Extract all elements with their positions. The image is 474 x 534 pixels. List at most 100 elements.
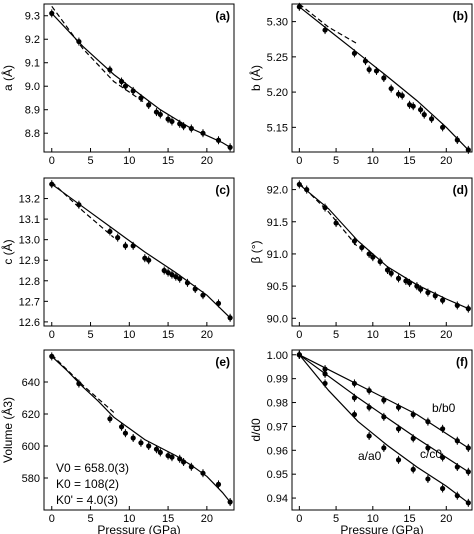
x-tick-label: 5	[87, 329, 93, 341]
plot-frame	[43, 349, 235, 511]
data-point	[76, 38, 82, 45]
data-point	[49, 181, 55, 187]
data-point	[465, 147, 471, 153]
data-point	[351, 380, 358, 387]
panel-1: 0 5 10 15 20 5.15 5.20 5.25 5.30 (b) b (Å)	[248, 2, 473, 167]
y-tick-label: 13.0	[19, 235, 40, 247]
y-tick-label: 0.95	[267, 469, 288, 481]
data-point	[440, 297, 446, 303]
data-point	[351, 395, 358, 401]
data-point	[138, 440, 144, 446]
y-tick-label: 0.99	[267, 374, 288, 386]
data-point	[454, 302, 460, 309]
y-tick-label: 92.0	[267, 185, 288, 197]
data-point	[173, 274, 179, 280]
y-tick-label: 1.00	[267, 350, 288, 362]
fit-line	[51, 12, 231, 148]
data-point	[118, 78, 125, 85]
data-point	[370, 254, 376, 260]
y-tick-label: 91.5	[267, 217, 288, 229]
data-point	[122, 430, 129, 436]
series-label: a/a0	[358, 449, 382, 463]
y-axis-label: a (Å)	[0, 65, 15, 91]
fit-line	[298, 6, 469, 151]
data-point	[395, 275, 402, 281]
data-point	[395, 404, 402, 410]
data-point	[227, 499, 233, 505]
data-point	[165, 269, 171, 276]
y-tick-label: 9.2	[25, 34, 40, 46]
data-point	[454, 438, 460, 444]
x-tick-label: 0	[49, 329, 55, 341]
data-point	[440, 454, 446, 461]
panel-5: 0 5 10 15 20 0.94 0.95 0.96 0.97 0.98 0.99 1.00 (f) d…	[249, 349, 473, 534]
data-point	[410, 435, 416, 441]
data-point	[395, 457, 402, 463]
data-point	[169, 118, 175, 125]
data-point	[322, 371, 328, 377]
data-point	[410, 103, 416, 109]
annotation-v0: V0 = 658.0(3)	[56, 461, 129, 475]
y-tick-label: 8.9	[25, 105, 40, 117]
panel-label: (c)	[215, 183, 230, 197]
data-point	[122, 83, 129, 89]
y-tick-label: 12.9	[19, 255, 40, 267]
data-point	[169, 272, 175, 278]
data-point	[76, 202, 82, 208]
annotation-labels: V0 = 658.0(3) K0 = 108(2) K0' = 4.0(3)	[56, 461, 129, 507]
y-tick-label: 9.3	[25, 11, 40, 23]
x-tick-label: 10	[123, 155, 135, 167]
x-axis-label: Pressure (GPa)	[340, 523, 423, 534]
data-point	[351, 238, 358, 244]
y-tick-label: 91.0	[267, 249, 288, 261]
data-point	[146, 102, 152, 108]
data-point	[215, 481, 222, 487]
x-tick-label: 5	[333, 155, 339, 167]
data-point	[425, 445, 431, 451]
data-point	[333, 220, 339, 226]
x-tick-label: 0	[49, 155, 55, 167]
data-point	[322, 380, 328, 387]
data-point	[440, 124, 446, 130]
data-point	[425, 289, 431, 296]
data-point	[115, 235, 121, 241]
x-tick-label: 10	[367, 329, 379, 341]
x-tick-label: 0	[296, 513, 302, 525]
fit-line-dashed	[51, 354, 115, 413]
data-point	[188, 464, 194, 470]
annotation-k0-prime: K0' = 4.0(3)	[56, 493, 118, 507]
y-axis-label: Volume (Å3)	[0, 397, 15, 463]
data-point	[351, 411, 358, 418]
y-tick-label: 8.8	[25, 128, 40, 140]
data-point	[188, 125, 194, 132]
data-point	[414, 283, 420, 289]
panel-4: 0 5 10 15 20 580 600 620 640 (e) Volume (Å3) Pressu…	[0, 349, 235, 534]
data-point	[180, 123, 187, 129]
data-point	[107, 67, 113, 73]
data-point	[157, 449, 163, 455]
series-label: c/c0	[420, 447, 442, 461]
data-point	[130, 435, 136, 441]
panel-label: (e)	[215, 355, 230, 369]
data-point	[381, 445, 387, 451]
data-point	[417, 286, 424, 292]
data-point	[425, 419, 431, 425]
y-tick-label: 600	[22, 441, 40, 453]
y-tick-label: 640	[22, 377, 40, 389]
fit-line	[51, 183, 231, 319]
data-point	[377, 259, 383, 265]
data-point	[440, 485, 446, 492]
x-tick-label: 0	[296, 329, 302, 341]
data-point	[304, 186, 310, 193]
data-point	[362, 58, 369, 64]
panel-label: (f)	[456, 355, 468, 369]
data-point	[296, 4, 302, 10]
y-tick-label: 90.0	[267, 313, 288, 325]
data-point	[454, 464, 460, 470]
x-tick-label: 5	[333, 329, 339, 341]
panel-3: 0 5 10 15 20 90.0 90.5 91.0 91.5 92.0 (d) β (°)	[249, 177, 473, 341]
x-tick-label: 0	[296, 155, 302, 167]
x-tick-label: 20	[201, 513, 213, 525]
y-tick-label: 0.97	[267, 421, 288, 433]
data-point	[192, 286, 198, 292]
